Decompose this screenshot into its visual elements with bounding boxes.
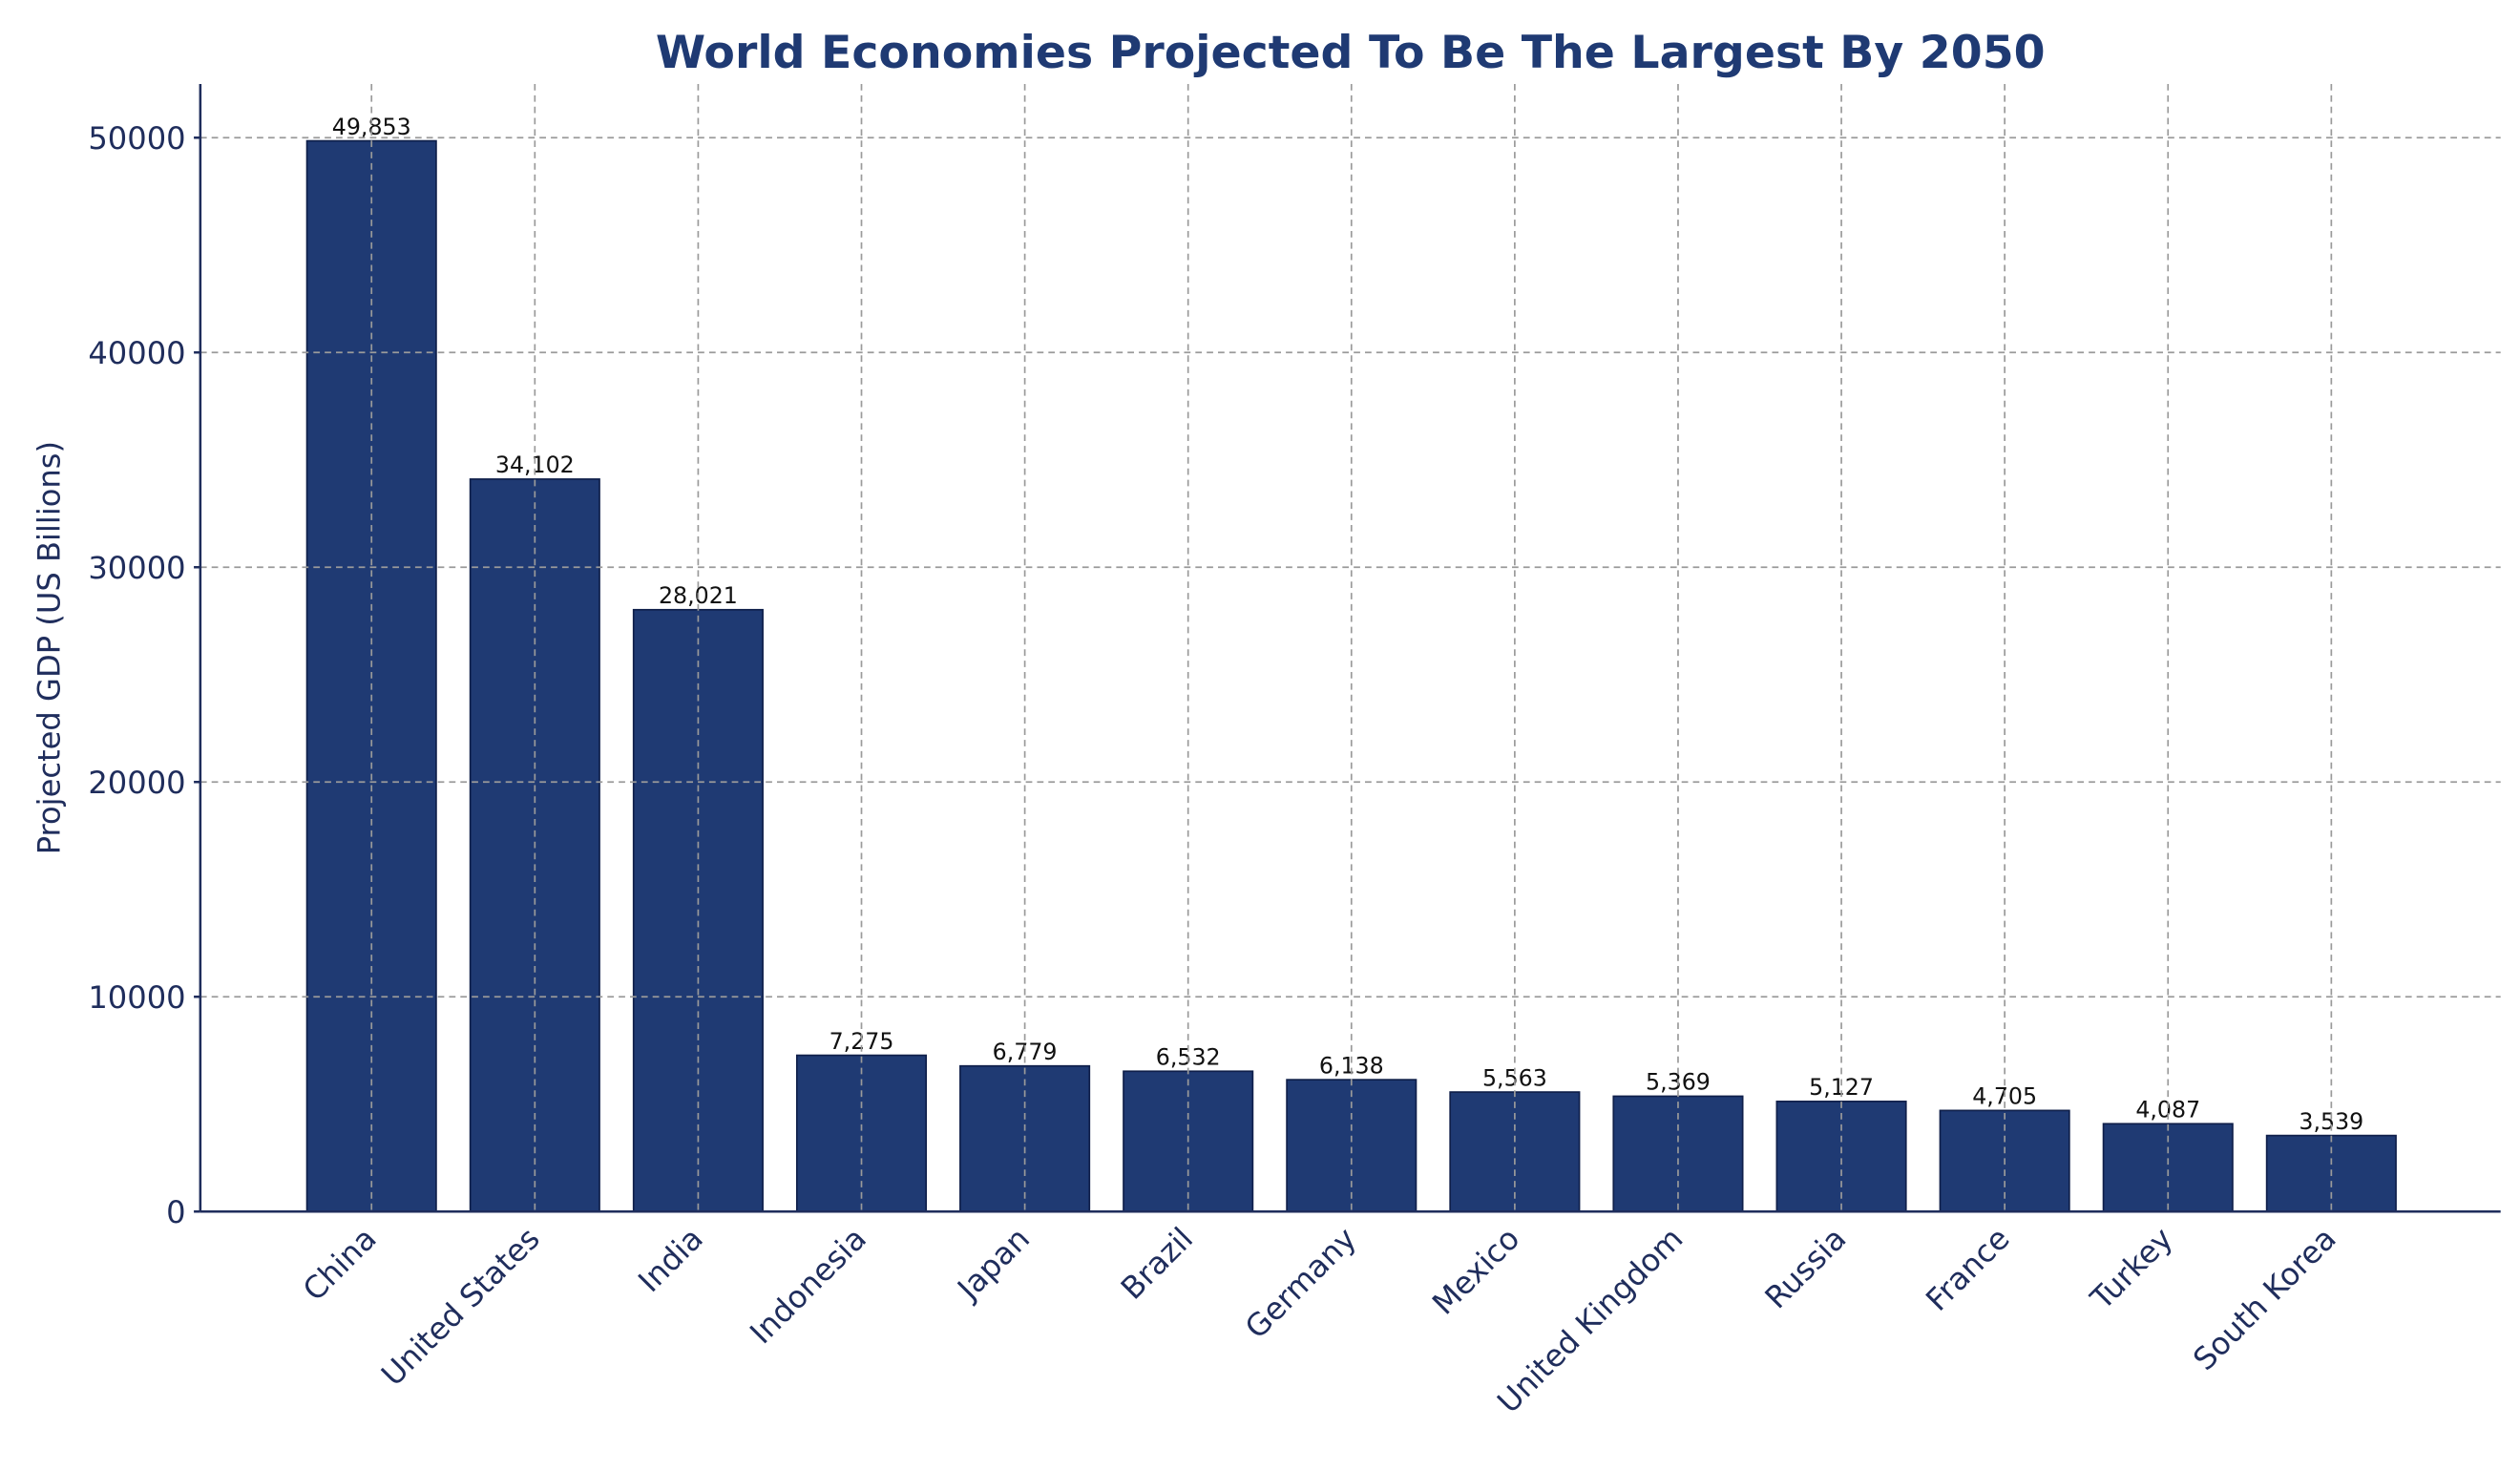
x-tick-label: Brazil	[1114, 1220, 1200, 1306]
x-tick-label: Turkey	[2083, 1220, 2180, 1317]
bar	[1286, 1079, 1418, 1213]
data-label: 49,853	[332, 114, 411, 140]
x-tick-label: China	[296, 1220, 384, 1308]
data-label: 3,539	[2299, 1108, 2363, 1135]
y-tick-label: 30000	[88, 550, 185, 586]
bar	[795, 1054, 928, 1213]
data-label: 6,138	[1319, 1052, 1384, 1079]
x-tick-label: Indonesia	[743, 1220, 873, 1351]
y-tick-label: 10000	[88, 979, 185, 1016]
chart-title: World Economies Projected To Be The Larg…	[656, 27, 2046, 79]
x-tick-label: France	[1919, 1220, 2016, 1317]
x-tick-label: India	[631, 1220, 710, 1299]
x-tick-label: Japan	[949, 1220, 1037, 1308]
y-axis-label: Projected GDP (US Billions)	[32, 441, 68, 854]
x-tick-label: South Korea	[2186, 1220, 2343, 1377]
y-tick-label: 0	[166, 1194, 185, 1230]
x-tick-label: United States	[374, 1220, 547, 1393]
x-tick-label: Mexico	[1425, 1220, 1526, 1321]
y-tick-label: 20000	[88, 765, 185, 801]
y-tick-label: 50000	[88, 120, 185, 157]
x-tick-label: Russia	[1758, 1220, 1854, 1315]
x-tick-label: Germany	[1238, 1220, 1363, 1345]
y-tick-label: 40000	[88, 335, 185, 371]
